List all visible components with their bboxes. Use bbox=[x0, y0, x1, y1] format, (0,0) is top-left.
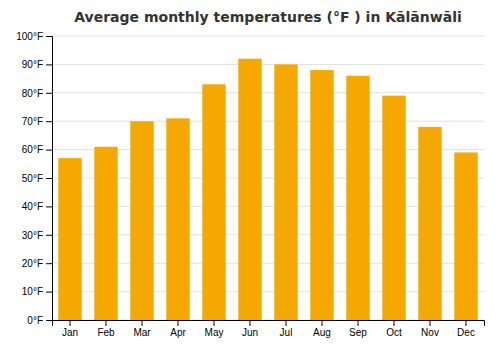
x-tick-mark bbox=[142, 320, 143, 326]
x-tick: Aug bbox=[313, 320, 331, 338]
y-tick-label: 60°F bbox=[22, 144, 43, 155]
y-tick-label: 50°F bbox=[22, 173, 43, 184]
y-tick: 80°F bbox=[22, 88, 52, 99]
y-tick-label: 40°F bbox=[22, 201, 43, 212]
x-tick-mark bbox=[250, 320, 251, 326]
x-tick: Jul bbox=[280, 320, 293, 338]
bar bbox=[166, 118, 189, 320]
y-tick-mark bbox=[46, 206, 52, 207]
x-tick: Jun bbox=[242, 320, 258, 338]
y-tick-mark bbox=[46, 121, 52, 122]
grid-line bbox=[52, 64, 484, 65]
y-tick: 0°F bbox=[27, 315, 52, 326]
grid-line bbox=[52, 92, 484, 93]
y-tick: 30°F bbox=[22, 230, 52, 241]
y-tick-label: 80°F bbox=[22, 88, 43, 99]
bar bbox=[130, 121, 153, 320]
x-tick-mark bbox=[322, 320, 323, 326]
x-tick-label: Feb bbox=[97, 327, 115, 338]
y-tick-mark bbox=[46, 93, 52, 94]
y-axis-line bbox=[46, 37, 53, 321]
x-tick-label: Jun bbox=[242, 327, 258, 338]
bar bbox=[346, 76, 369, 320]
bar bbox=[310, 70, 333, 320]
bar bbox=[274, 64, 297, 320]
y-tick: 10°F bbox=[22, 286, 52, 297]
x-tick-label: Jul bbox=[280, 327, 293, 338]
x-tick: Nov bbox=[421, 320, 439, 338]
y-tick: 40°F bbox=[22, 201, 52, 212]
x-tick-label: Dec bbox=[457, 327, 475, 338]
plot-area: 0°F 10°F 20°F 30°F 40°F 50°F 60°F 70°F 80°F 90°F 1… bbox=[16, 31, 484, 338]
y-tick-mark bbox=[46, 36, 52, 37]
x-tick: Oct bbox=[386, 320, 402, 338]
y-tick-label: 70°F bbox=[22, 116, 43, 127]
title: Average monthly temperatures (°F ) in Kā… bbox=[74, 9, 461, 25]
x-tick: Feb bbox=[97, 320, 115, 338]
y-tick: 20°F bbox=[22, 258, 52, 269]
y-tick-mark bbox=[46, 263, 52, 264]
bar bbox=[454, 152, 477, 320]
bars bbox=[58, 59, 477, 320]
x-tick: Apr bbox=[170, 320, 186, 338]
x-axis-line bbox=[53, 321, 485, 327]
y-tick: 50°F bbox=[22, 173, 52, 184]
x-tick-mark bbox=[394, 320, 395, 326]
y-tick-mark bbox=[46, 292, 52, 293]
x-tick: Dec bbox=[457, 320, 475, 338]
bar bbox=[238, 59, 261, 320]
y-tick-label: 20°F bbox=[22, 258, 43, 269]
bar bbox=[382, 96, 405, 320]
x-tick-label: May bbox=[205, 327, 224, 338]
x-tick: Mar bbox=[133, 320, 151, 338]
y-tick: 70°F bbox=[22, 116, 52, 127]
x-tick-mark bbox=[286, 320, 287, 326]
y-tick: 100°F bbox=[16, 31, 52, 42]
chart-container: 0°F 10°F 20°F 30°F 40°F 50°F 60°F 70°F 80°F 90°F 1… bbox=[0, 0, 500, 350]
y-tick-mark bbox=[46, 178, 52, 179]
x-axis: Jan Feb Mar Apr May Jun Jul Aug Sep Oct Nov Dec bbox=[53, 320, 485, 338]
x-tick-mark bbox=[430, 320, 431, 326]
bar bbox=[58, 158, 81, 320]
y-tick-mark bbox=[46, 235, 52, 236]
bar bbox=[94, 147, 117, 320]
x-tick-label: Mar bbox=[133, 327, 151, 338]
x-tick-label: Apr bbox=[170, 327, 186, 338]
x-tick-label: Aug bbox=[313, 327, 331, 338]
x-tick: Sep bbox=[349, 320, 367, 338]
y-axis: 0°F 10°F 20°F 30°F 40°F 50°F 60°F 70°F 80°F 90°F 1… bbox=[16, 31, 52, 326]
x-tick-label: Nov bbox=[421, 327, 439, 338]
x-tick-mark bbox=[70, 320, 71, 326]
x-tick-mark bbox=[106, 320, 107, 326]
x-tick-label: Jan bbox=[62, 327, 78, 338]
y-tick-label: 10°F bbox=[22, 286, 43, 297]
bar bbox=[202, 84, 225, 320]
bar bbox=[418, 127, 441, 320]
x-tick-mark bbox=[214, 320, 215, 326]
grid bbox=[52, 36, 484, 320]
y-tick-label: 100°F bbox=[16, 31, 43, 42]
x-tick-mark bbox=[358, 320, 359, 326]
y-tick-mark bbox=[46, 64, 52, 65]
x-tick-mark bbox=[466, 320, 467, 326]
x-tick-mark bbox=[178, 320, 179, 326]
y-tick-label: 30°F bbox=[22, 230, 43, 241]
y-tick-mark bbox=[46, 320, 52, 321]
y-tick: 60°F bbox=[22, 144, 52, 155]
x-tick: May bbox=[205, 320, 224, 338]
y-tick-label: 0°F bbox=[27, 315, 43, 326]
y-tick: 90°F bbox=[22, 59, 52, 70]
y-tick-mark bbox=[46, 150, 52, 151]
grid-line bbox=[52, 36, 484, 37]
x-tick: Jan bbox=[62, 320, 78, 338]
grid-line bbox=[52, 121, 484, 122]
x-tick-label: Oct bbox=[386, 327, 402, 338]
chart-svg: 0°F 10°F 20°F 30°F 40°F 50°F 60°F 70°F 80°F 90°F 1… bbox=[0, 0, 500, 350]
y-tick-label: 90°F bbox=[22, 59, 43, 70]
x-tick-label: Sep bbox=[349, 327, 367, 338]
